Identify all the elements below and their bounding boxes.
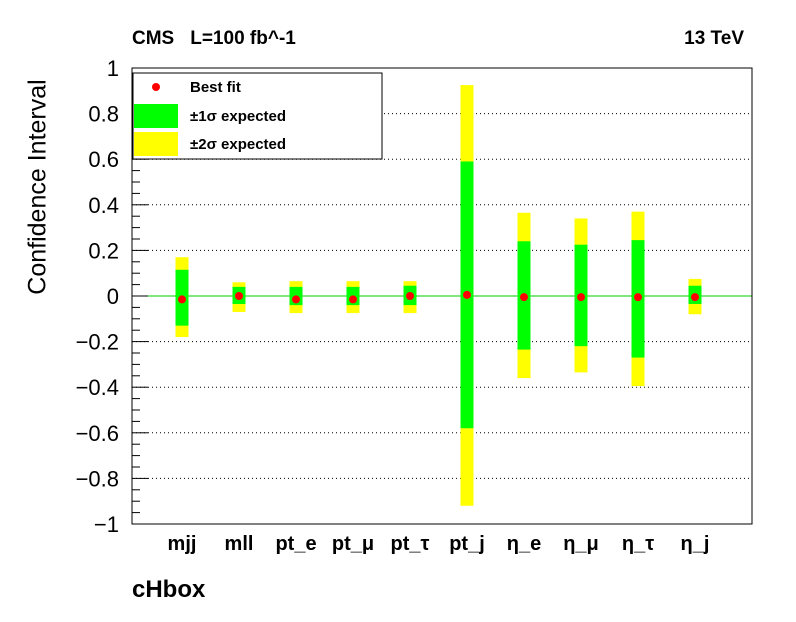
luminosity-label: L=100 fb^-1 [190, 28, 296, 49]
y-tick-label: 0.8 [88, 102, 119, 127]
x-category-label: η_e [507, 533, 541, 555]
x-category-label: η_τ [622, 533, 654, 555]
legend: Best fit ±1σ expected ±2σ expected [132, 72, 383, 160]
x-category-label: mjj [168, 533, 197, 555]
chart-title: cHbox [132, 576, 206, 603]
best-fit-point [463, 290, 471, 299]
best-fit-point [577, 293, 585, 302]
x-category-labels: mjj mll pt_e pt_μ pt_τ pt_j η_e η_μ η_τ η_j [168, 533, 710, 555]
best-fit-point [691, 293, 699, 302]
x-category-label: η_j [681, 533, 710, 555]
y-tick-label: −0.8 [76, 466, 119, 491]
best-fit-point [178, 295, 186, 304]
header-experiment-luminosity: CMS L=100 fb^-1 [132, 28, 296, 50]
y-tick-label: 1 [107, 56, 119, 81]
y-axis-label: Confidence Interval [23, 79, 52, 295]
legend-label: ±1σ expected [190, 108, 286, 125]
y-tick-label: 0 [107, 284, 119, 309]
points-layer [178, 290, 699, 304]
y-tick-label: 0.6 [88, 147, 119, 172]
y-tick-label: −0.4 [76, 375, 119, 400]
x-category-label: pt_μ [332, 533, 374, 555]
x-category-label: pt_e [275, 533, 316, 555]
y-tick-label: −0.2 [76, 330, 119, 355]
experiment-label: CMS [132, 28, 175, 49]
y-tick-label: 0.2 [88, 238, 119, 263]
legend-label: Best fit [190, 79, 241, 96]
y-tick-label: 0.4 [88, 193, 119, 218]
legend-swatch [134, 104, 178, 128]
legend-label: ±2σ expected [190, 136, 286, 153]
best-fit-point [292, 295, 300, 304]
y-tick-labels: 1 0.8 0.6 0.4 0.2 0 −0.2 −0.4 −0.6 −0.8 −1 [76, 56, 119, 537]
best-fit-point [520, 293, 528, 302]
legend-marker-best-fit [152, 83, 160, 91]
best-fit-point [349, 295, 357, 304]
x-category-label: pt_j [449, 533, 485, 555]
x-category-label: mll [225, 533, 254, 555]
y-tick-label: −0.6 [76, 421, 119, 446]
best-fit-point [406, 292, 414, 300]
best-fit-point [634, 293, 642, 302]
x-category-label: pt_τ [391, 533, 430, 555]
y-tick-label: −1 [94, 512, 119, 537]
energy-label: 13 TeV [684, 28, 744, 49]
x-category-label: η_μ [563, 533, 599, 555]
best-fit-point [235, 292, 243, 300]
legend-swatch [134, 132, 178, 156]
